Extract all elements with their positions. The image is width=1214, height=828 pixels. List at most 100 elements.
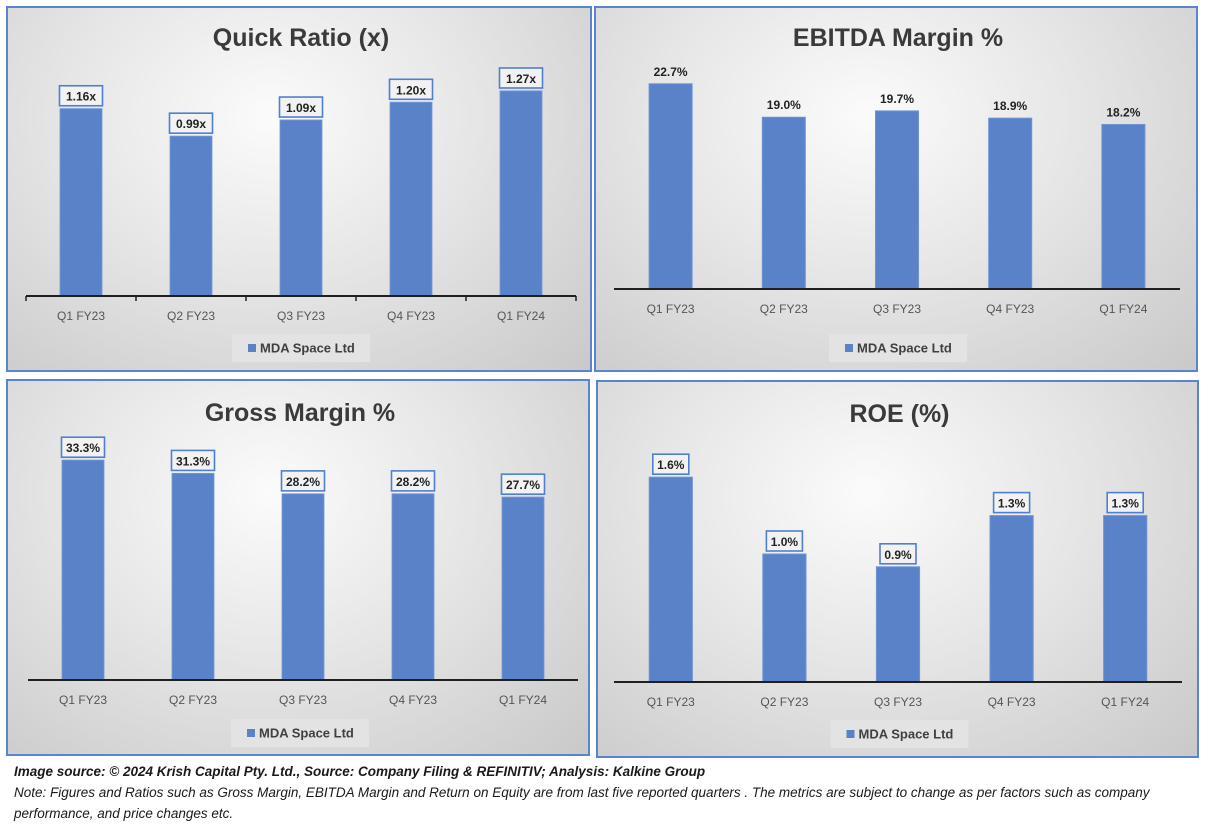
data-label-box [388, 78, 434, 101]
data-label-box [879, 543, 917, 565]
data-label-box [390, 470, 436, 492]
data-label: 28.2% [286, 475, 320, 489]
x-tick-label: Q3 FY23 [874, 695, 922, 709]
bar [648, 83, 693, 290]
legend-label: MDA Space Ltd [859, 727, 954, 742]
bar [61, 459, 105, 681]
x-tick-label: Q2 FY23 [760, 302, 808, 316]
data-label: 28.2% [396, 475, 430, 489]
data-label-box [60, 436, 106, 459]
roe-chart: ROE (%) 1.6% Q1 FY23 1.0% Q2 FY23 0.9% Q3 FY23… [614, 400, 1182, 748]
legend: MDA Space Ltd [829, 334, 967, 362]
chart-title: Quick Ratio (x) [213, 24, 389, 52]
data-label: 0.99x [176, 117, 206, 131]
data-label: 1.6% [657, 458, 685, 472]
footer: Image source: © 2024 Krish Capital Pty. … [14, 761, 1204, 824]
data-label-box [651, 453, 690, 475]
x-tick-label: Q2 FY23 [760, 695, 808, 709]
legend-swatch-icon [248, 344, 256, 352]
data-label: 1.3% [1112, 497, 1140, 511]
data-label-box [278, 96, 324, 118]
chart-panel-gross-margin: Gross Margin % 33.3% Q1 FY23 31.3% Q2 FY23 28… [6, 379, 590, 756]
data-label-box [58, 84, 104, 107]
data-label: 27.7% [506, 478, 540, 492]
data-label-box [992, 491, 1031, 514]
bar [761, 116, 806, 290]
bar [389, 101, 433, 297]
ebitda-margin-chart: EBITDA Margin % 22.7% Q1 FY23 19.0% Q2 FY23 1… [614, 24, 1180, 362]
data-label-box [498, 67, 544, 89]
image-source-credit: Image source: © 2024 Krish Capital Pty. … [14, 764, 706, 779]
bar [875, 566, 921, 683]
x-tick-label: Q2 FY23 [167, 309, 215, 323]
data-label: 1.09x [286, 101, 316, 115]
chart-panel-quick-ratio: Quick Ratio (x) 1.16x Q1 FY23 0.99x Q2 FY23 1… [6, 6, 592, 372]
data-label: 33.3% [66, 441, 100, 455]
chart-title: EBITDA Margin % [793, 24, 1003, 52]
data-label-box [280, 470, 326, 492]
bar [171, 472, 215, 681]
x-tick-label: Q4 FY23 [389, 693, 437, 707]
x-tick-label: Q1 FY23 [647, 695, 695, 709]
data-label: 18.2% [1106, 105, 1140, 119]
x-tick-label: Q1 FY23 [59, 693, 107, 707]
data-label-box [1106, 491, 1145, 514]
data-label: 1.20x [396, 83, 426, 97]
chart-title: ROE (%) [850, 400, 950, 428]
bar [1103, 515, 1148, 683]
x-tick-label: Q1 FY24 [1101, 695, 1149, 709]
x-tick-label: Q2 FY23 [169, 693, 217, 707]
x-tick-label: Q1 FY24 [1099, 302, 1147, 316]
chart-title: Gross Margin % [205, 399, 395, 427]
legend: MDA Space Ltd [830, 720, 969, 748]
data-label: 18.9% [993, 99, 1027, 113]
data-label: 1.0% [771, 535, 799, 549]
bar [1101, 123, 1146, 290]
data-label: 22.7% [654, 65, 688, 79]
bar [988, 117, 1033, 290]
chart-panel-ebitda-margin: EBITDA Margin % 22.7% Q1 FY23 19.0% Q2 FY23 1… [594, 6, 1198, 372]
x-tick-label: Q4 FY23 [986, 302, 1034, 316]
gross-margin-chart: Gross Margin % 33.3% Q1 FY23 31.3% Q2 FY23 28… [28, 399, 578, 747]
bar [59, 108, 103, 297]
bar [391, 493, 435, 681]
bar [281, 493, 325, 681]
x-tick-label: Q3 FY23 [873, 302, 921, 316]
bar [279, 119, 323, 297]
legend-swatch-icon [247, 729, 255, 737]
quick-ratio-chart: Quick Ratio (x) 1.16x Q1 FY23 0.99x Q2 FY23 1… [25, 24, 577, 362]
bar [648, 476, 693, 683]
data-label: 1.3% [998, 497, 1026, 511]
data-label: 1.16x [66, 90, 96, 104]
x-tick-label: Q1 FY24 [499, 693, 547, 707]
bar [499, 90, 543, 297]
bar [762, 553, 807, 683]
x-tick-label: Q3 FY23 [279, 693, 327, 707]
bar [874, 110, 920, 290]
legend-label: MDA Space Ltd [259, 726, 354, 741]
data-label: 31.3% [176, 454, 210, 468]
legend-swatch-icon [845, 344, 853, 352]
data-label: 0.9% [884, 548, 912, 562]
bar [989, 515, 1034, 683]
chart-panel-roe: ROE (%) 1.6% Q1 FY23 1.0% Q2 FY23 0.9% Q3 FY23… [596, 380, 1199, 758]
data-label: 19.7% [880, 92, 914, 106]
data-label-box [765, 530, 804, 552]
legend-label: MDA Space Ltd [857, 341, 952, 356]
footer-note: Note: Figures and Ratios such as Gross M… [14, 785, 1150, 821]
legend: MDA Space Ltd [232, 334, 370, 362]
x-tick-label: Q4 FY23 [988, 695, 1036, 709]
bar [501, 496, 545, 681]
legend: MDA Space Ltd [231, 719, 369, 747]
data-label-box [170, 449, 216, 472]
x-tick-label: Q1 FY24 [497, 309, 545, 323]
data-label-box [500, 473, 546, 495]
x-tick-label: Q4 FY23 [387, 309, 435, 323]
data-label-box [168, 112, 214, 134]
data-label: 19.0% [767, 98, 801, 112]
bar [169, 135, 213, 297]
x-tick-label: Q1 FY23 [57, 309, 105, 323]
x-tick-label: Q1 FY23 [647, 302, 695, 316]
legend-swatch-icon [846, 730, 855, 738]
legend-label: MDA Space Ltd [260, 341, 355, 356]
